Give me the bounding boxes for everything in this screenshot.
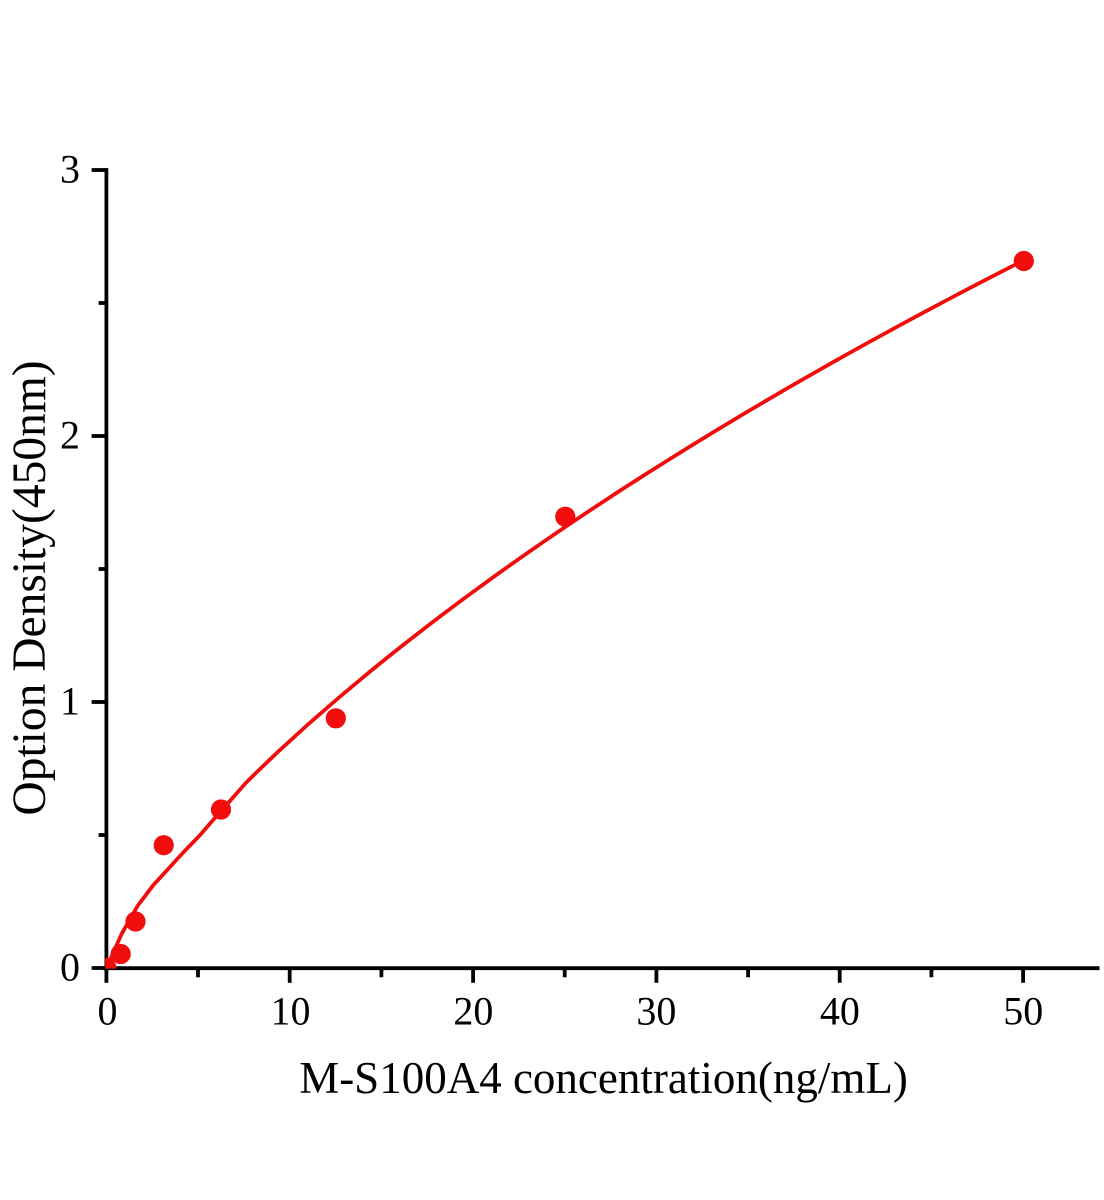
svg-text:1: 1 (60, 679, 80, 724)
svg-text:30: 30 (636, 989, 676, 1034)
svg-text:2: 2 (60, 413, 80, 458)
svg-text:0: 0 (60, 945, 80, 990)
svg-text:M-S100A4 concentration(ng/mL): M-S100A4 concentration(ng/mL) (299, 1053, 908, 1103)
svg-text:10: 10 (271, 989, 311, 1034)
svg-text:3: 3 (60, 147, 80, 192)
svg-text:50: 50 (1003, 989, 1043, 1034)
svg-text:Option Density(450nm): Option Density(450nm) (4, 360, 56, 815)
svg-text:20: 20 (453, 989, 493, 1034)
svg-text:0: 0 (98, 989, 118, 1034)
svg-text:40: 40 (820, 989, 860, 1034)
